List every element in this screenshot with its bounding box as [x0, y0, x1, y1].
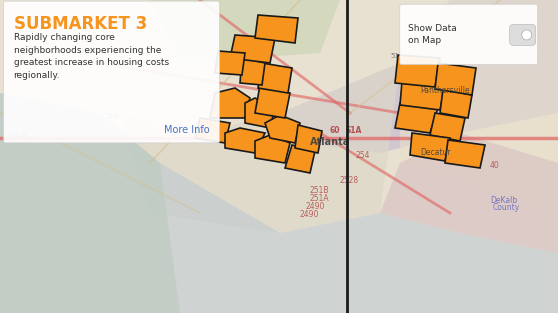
Text: GA 6: GA 6 [10, 133, 27, 139]
Polygon shape [210, 88, 250, 118]
Text: More Info: More Info [164, 125, 210, 135]
Text: Decatur: Decatur [420, 148, 451, 157]
Text: Show Data
on Map: Show Data on Map [408, 24, 456, 45]
Polygon shape [280, 0, 558, 153]
Polygon shape [395, 103, 438, 133]
Polygon shape [445, 140, 485, 168]
Circle shape [522, 30, 532, 40]
Polygon shape [285, 145, 315, 173]
Text: Atlanta: Atlanta [310, 137, 350, 147]
Text: 251B: 251B [310, 186, 330, 195]
Text: 2490: 2490 [300, 210, 319, 219]
Text: 251A: 251A [310, 194, 330, 203]
Polygon shape [195, 118, 230, 143]
Text: 254: 254 [355, 151, 369, 160]
Text: 60: 60 [330, 126, 340, 135]
Polygon shape [400, 81, 445, 110]
Polygon shape [120, 63, 400, 233]
Polygon shape [0, 93, 180, 313]
Text: 5A: 5A [80, 38, 89, 44]
Polygon shape [240, 58, 265, 85]
Text: County: County [493, 203, 520, 212]
Polygon shape [245, 98, 275, 128]
Polygon shape [0, 93, 558, 313]
Text: Panthersville: Panthersville [420, 86, 470, 95]
Polygon shape [395, 55, 440, 87]
Text: DeKalb: DeKalb [490, 196, 517, 205]
Text: Rapidly changing core
neighborhoods experiencing the
greatest increase in housin: Rapidly changing core neighborhoods expe… [13, 33, 169, 80]
Polygon shape [265, 115, 300, 143]
Polygon shape [150, 0, 340, 63]
Polygon shape [230, 35, 275, 63]
Polygon shape [255, 15, 298, 43]
Polygon shape [258, 63, 292, 93]
Polygon shape [440, 89, 472, 118]
Polygon shape [430, 113, 465, 141]
FancyBboxPatch shape [509, 24, 536, 45]
Text: 5B: 5B [80, 48, 89, 54]
Text: 2490: 2490 [305, 202, 324, 211]
Text: 52A: 52A [105, 113, 118, 119]
Polygon shape [295, 125, 322, 153]
Polygon shape [435, 63, 476, 95]
Polygon shape [410, 133, 450, 161]
Text: 40: 40 [490, 161, 500, 170]
Polygon shape [225, 128, 265, 153]
Text: 61A: 61A [345, 126, 362, 135]
FancyBboxPatch shape [400, 4, 538, 64]
Polygon shape [215, 51, 245, 75]
Polygon shape [380, 133, 558, 253]
Polygon shape [400, 0, 558, 213]
Text: 51: 51 [390, 53, 399, 59]
Text: SUBMARKET 3: SUBMARKET 3 [13, 15, 147, 33]
Polygon shape [255, 135, 290, 163]
Text: 2528: 2528 [340, 176, 359, 185]
FancyBboxPatch shape [3, 1, 220, 143]
Polygon shape [255, 85, 290, 118]
